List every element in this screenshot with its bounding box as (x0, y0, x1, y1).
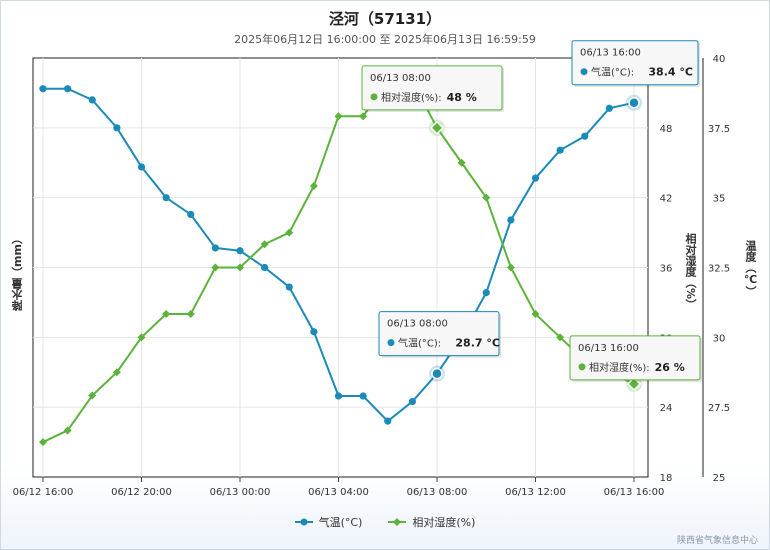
humidity-point (334, 112, 343, 121)
left-axis-label: 降水量（mm） (11, 233, 24, 311)
temperature-point (310, 328, 318, 336)
temperature-point (605, 104, 613, 112)
temperature-legend-icon (294, 518, 313, 526)
tooltip-series-dot (370, 93, 378, 101)
tooltip-series-dot (578, 363, 586, 371)
tooltip-series-dot (387, 339, 395, 347)
temperature-point (88, 96, 96, 104)
humidity-point (457, 158, 466, 167)
humidity-legend-icon (388, 518, 407, 526)
humidity-point (88, 391, 97, 400)
temperature-point (384, 417, 392, 425)
tooltip-time: 06/13 16:00 (580, 48, 641, 59)
tooltip-value: 38.4 °C (648, 66, 693, 79)
temperature-point (113, 124, 121, 132)
tooltip-box (569, 335, 701, 381)
x-tick-label: 06/12 20:00 (111, 487, 172, 498)
humidity-tick-label: 36 (660, 264, 673, 275)
temperature-tick-label: 37.5 (708, 124, 730, 135)
temperature-tick-label: 30 (713, 333, 726, 344)
tooltip-series-label: 相对湿度(%): (381, 91, 442, 104)
x-tick-label: 06/13 04:00 (308, 487, 369, 498)
temperature-tick-label: 32.5 (708, 264, 730, 275)
humidity-point (186, 310, 195, 319)
chart-title: 泾河（57131） (328, 10, 442, 28)
humidity-point (309, 182, 318, 191)
temperature-point (39, 85, 47, 93)
x-tick-label: 06/13 08:00 (407, 487, 468, 498)
humidity-point (211, 263, 220, 272)
humidity-point (556, 333, 565, 342)
humidity-point (359, 112, 368, 121)
temperature-point (556, 146, 564, 154)
humidity-point (137, 333, 146, 342)
temperature-point (482, 289, 490, 297)
temperature-point (285, 283, 293, 291)
humidity-point (482, 193, 491, 202)
tooltip-time: 06/13 08:00 (370, 73, 431, 84)
temperature-tick-label: 25 (713, 473, 726, 484)
tooltip-value: 26 % (655, 361, 685, 374)
humidity-point (39, 438, 47, 447)
tooltip-value: 28.7 °C (455, 337, 500, 350)
humidity-tick-label: 24 (660, 403, 673, 414)
humidity-point (112, 368, 121, 377)
legend-item-humidity[interactable]: 相对湿度(%) (388, 514, 475, 530)
tooltip-highlight-point (628, 96, 640, 109)
temperature-tick-label: 27.5 (708, 403, 730, 414)
legend-label-temperature: 气温(°C) (318, 516, 363, 529)
legend-item-temperature[interactable]: 气温(°C) (294, 514, 363, 530)
x-tick-label: 06/12 16:00 (13, 487, 74, 498)
temperature-point (64, 85, 72, 93)
tooltip-series-label: 气温(°C): (591, 66, 634, 79)
tooltip-value: 48 % (447, 91, 477, 104)
tooltip-series-label: 相对湿度(%): (589, 361, 650, 374)
tooltip-box (378, 311, 500, 357)
temperature-point (334, 392, 343, 400)
tooltip-time: 06/13 08:00 (387, 319, 448, 330)
tooltip-highlight-point (429, 120, 445, 135)
temperature-axis-label: 温度（℃） (744, 240, 757, 297)
humidity-axis-label: 相对湿度（%） (684, 233, 697, 311)
temperature-point (187, 210, 195, 219)
tooltip-highlight-point (626, 376, 642, 391)
humidity-point (63, 426, 72, 435)
humidity-point (236, 263, 244, 272)
tooltip-time: 06/13 16:00 (578, 343, 639, 354)
humidity-point (285, 228, 294, 237)
humidity-point (531, 310, 540, 319)
temperature-point (408, 397, 416, 406)
humidity-point (162, 310, 171, 319)
tooltip-box (571, 40, 699, 86)
tooltip-series-dot (580, 68, 588, 76)
legend-label-humidity: 相对湿度(%) (412, 516, 476, 529)
legend: 气温(°C) 相对湿度(%) (0, 514, 770, 530)
temperature-point (581, 132, 589, 140)
tooltip-series-label: 气温(°C): (398, 337, 441, 350)
temperature-point (359, 392, 367, 400)
temperature-point (531, 174, 540, 182)
temperature-tick-label: 35 (713, 194, 726, 205)
humidity-tick-label: 42 (660, 194, 673, 205)
temperature-point (211, 244, 219, 252)
temperature-point (507, 216, 515, 224)
humidity-point (506, 263, 515, 272)
x-tick-label: 06/13 00:00 (210, 487, 271, 498)
humidity-tick-label: 18 (660, 473, 673, 484)
temperature-point (261, 263, 269, 272)
x-tick-label: 06/13 16:00 (604, 487, 665, 498)
credit-text: 陕西省气象信息中心 (676, 536, 758, 546)
tooltip-box (361, 65, 503, 111)
tooltip-highlight-point (431, 367, 443, 380)
chart-subtitle: 2025年06月12日 16:00:00 至 2025年06月13日 16:59… (234, 33, 536, 46)
x-tick-label: 06/13 12:00 (505, 487, 566, 498)
humidity-point (260, 240, 269, 249)
temperature-point (236, 247, 244, 255)
temperature-point (137, 163, 146, 171)
temperature-tick-label: 40 (713, 54, 726, 65)
humidity-tick-label: 48 (660, 124, 673, 135)
temperature-point (162, 194, 170, 202)
